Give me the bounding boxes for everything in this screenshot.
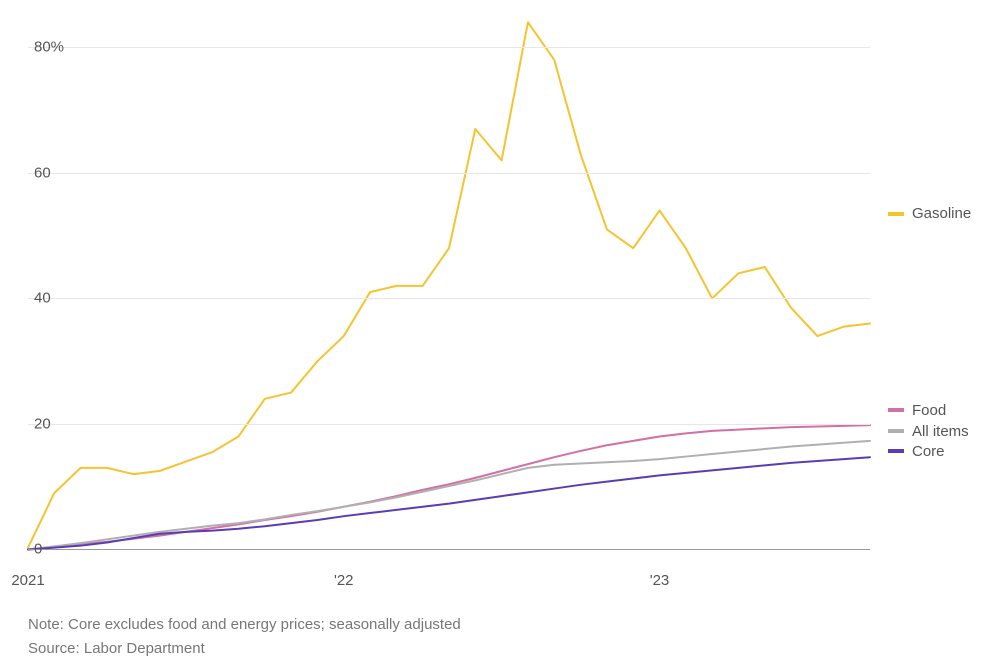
legend-swatch: [888, 212, 904, 216]
plot-area: 020406080%2021'22'23: [28, 16, 870, 562]
legend-label: All items: [912, 423, 969, 440]
gridline: [28, 173, 870, 174]
legend-item-gasoline: Gasoline: [888, 205, 971, 222]
legend-item-food: Food: [888, 402, 946, 419]
legend-label: Food: [912, 402, 946, 419]
gridline: [28, 424, 870, 425]
series-line-gasoline: [28, 22, 870, 547]
gridline: [28, 549, 870, 550]
chart-footnote: Source: Labor Department: [28, 640, 205, 657]
x-axis-tick-label: '22: [334, 572, 354, 589]
lines-layer: [28, 16, 870, 562]
legend-swatch: [888, 429, 904, 433]
series-line-all_items: [28, 441, 870, 550]
legend-label: Gasoline: [912, 205, 971, 222]
gridline: [28, 47, 870, 48]
legend-item-all_items: All items: [888, 423, 969, 440]
x-axis-tick-label: '23: [650, 572, 670, 589]
x-axis-tick-label: 2021: [11, 572, 44, 589]
legend-item-core: Core: [888, 443, 945, 460]
series-line-food: [28, 425, 870, 549]
legend-label: Core: [912, 443, 945, 460]
gridline: [28, 298, 870, 299]
inflation-line-chart: 020406080%2021'22'23 Gasoline Food All ite…: [0, 0, 998, 668]
chart-footnote: Note: Core excludes food and energy pric…: [28, 616, 461, 633]
legend-swatch: [888, 449, 904, 453]
legend-swatch: [888, 408, 904, 412]
